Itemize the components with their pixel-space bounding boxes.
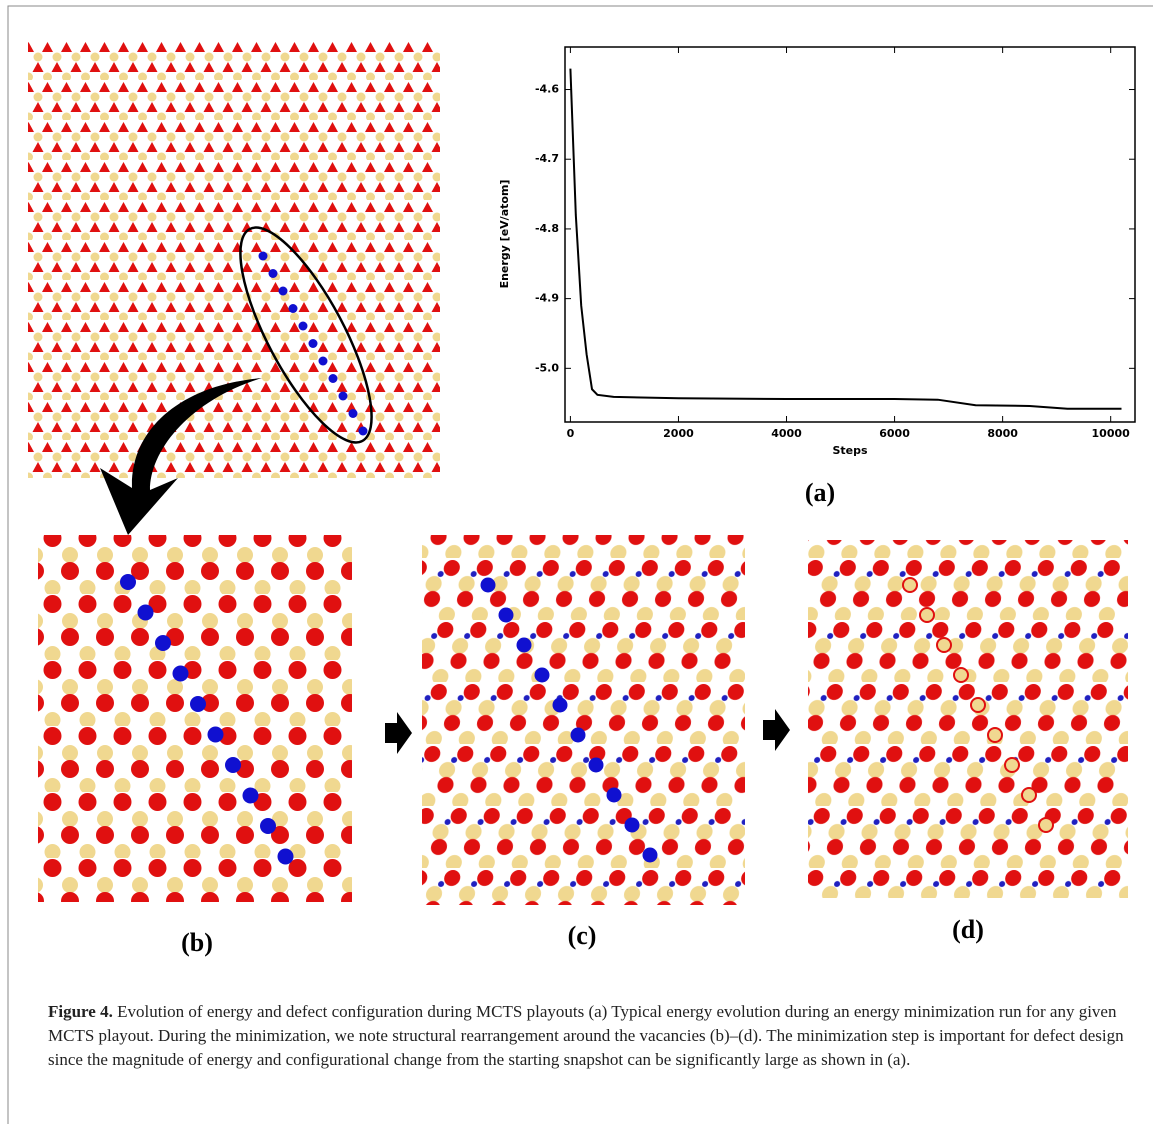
- y-axis-label: Energy [eV/atom]: [498, 180, 511, 289]
- caption-text: Evolution of energy and defect configura…: [48, 1002, 1124, 1069]
- atom: [499, 608, 514, 623]
- atom: [319, 357, 328, 366]
- y-tick-label: -4.7: [535, 152, 559, 165]
- atom: [259, 252, 268, 261]
- y-tick-label: -4.9: [535, 292, 559, 305]
- y-tick-label: -4.8: [535, 222, 559, 235]
- panel-label: (d): [952, 915, 984, 944]
- atom: [138, 605, 154, 621]
- atom: [643, 848, 658, 863]
- atom: [309, 339, 318, 348]
- atom: [625, 818, 640, 833]
- atom: [208, 727, 224, 743]
- panel-label: (a): [805, 478, 835, 507]
- figure-canvas: (a) (b) (c) (d) Steps Energy [eV/atom] 0…: [0, 0, 1153, 1124]
- x-tick-label: 10000: [1092, 427, 1131, 440]
- caption: Figure 4. Evolution of energy and defect…: [48, 1000, 1128, 1072]
- x-tick-label: 4000: [771, 427, 802, 440]
- panel-label: (c): [568, 921, 597, 950]
- atom: [349, 409, 358, 418]
- atom: [279, 287, 288, 296]
- x-tick-label: 2000: [663, 427, 694, 440]
- atom: [535, 668, 550, 683]
- atom: [988, 728, 1002, 742]
- x-axis-label: Steps: [832, 444, 868, 457]
- atom: [517, 638, 532, 653]
- atom: [120, 574, 136, 590]
- atom: [190, 696, 206, 712]
- lattice-a: [28, 42, 440, 478]
- y-tick-label: -5.0: [535, 361, 559, 374]
- x-tick-label: 6000: [879, 427, 910, 440]
- panel-label: (b): [181, 928, 213, 957]
- atom: [339, 392, 348, 401]
- arrow: [385, 712, 412, 754]
- atom: [954, 668, 968, 682]
- plot-area: [565, 47, 1135, 422]
- atom: [1005, 758, 1019, 772]
- atom: [243, 788, 259, 804]
- atom: [1039, 818, 1053, 832]
- atom: [173, 666, 189, 682]
- atom: [589, 758, 604, 773]
- arrow: [763, 709, 790, 751]
- atom: [607, 788, 622, 803]
- atom: [278, 849, 294, 865]
- lattice-d: [808, 540, 1128, 898]
- atom: [481, 578, 496, 593]
- atom: [299, 322, 308, 331]
- atom: [359, 427, 368, 436]
- atom: [225, 757, 241, 773]
- atom: [155, 635, 171, 651]
- atom: [289, 304, 298, 313]
- lattice-b: [38, 535, 352, 902]
- atom: [571, 728, 586, 743]
- atom: [260, 818, 276, 834]
- atom: [1022, 788, 1036, 802]
- atom: [269, 269, 278, 278]
- atom: [329, 374, 338, 383]
- atom: [971, 698, 985, 712]
- caption-label: Figure 4.: [48, 1002, 113, 1021]
- lattice-c: [422, 535, 745, 905]
- atom: [920, 608, 934, 622]
- x-tick-label: 8000: [987, 427, 1018, 440]
- x-tick-label: 0: [567, 427, 575, 440]
- y-tick-label: -4.6: [535, 83, 559, 96]
- figure: (a) (b) (c) (d) Steps Energy [eV/atom] 0…: [0, 0, 1153, 1124]
- atom: [553, 698, 568, 713]
- atom: [937, 638, 951, 652]
- atom: [903, 578, 917, 592]
